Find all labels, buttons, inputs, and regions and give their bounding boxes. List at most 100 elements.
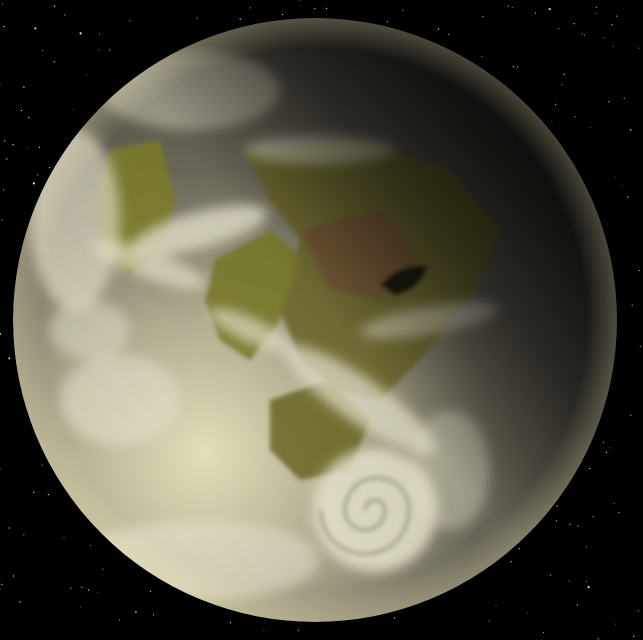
star [3, 189, 5, 191]
star [558, 27, 560, 29]
star [614, 623, 617, 625]
star [573, 23, 575, 25]
star [64, 14, 66, 16]
star [8, 527, 10, 529]
star [19, 600, 22, 603]
star [583, 34, 586, 36]
star [630, 414, 632, 416]
star [637, 610, 639, 612]
star [150, 590, 152, 593]
star [22, 85, 25, 89]
star [577, 525, 579, 527]
star [326, 7, 328, 9]
star [54, 5, 56, 7]
star [563, 73, 565, 75]
star [633, 635, 635, 637]
star [555, 520, 558, 522]
star [481, 55, 483, 57]
star [1, 219, 3, 221]
star [556, 505, 558, 507]
star [488, 620, 490, 622]
star [549, 574, 552, 576]
star [152, 614, 155, 616]
star [1, 583, 3, 585]
star [72, 109, 74, 111]
star [608, 447, 610, 449]
star [97, 591, 99, 593]
star [568, 580, 570, 582]
star [495, 604, 497, 606]
star [98, 33, 101, 35]
star [33, 491, 35, 493]
star [47, 494, 50, 496]
star [42, 50, 44, 52]
star [281, 13, 284, 16]
star [20, 109, 22, 112]
star [239, 17, 242, 21]
star [88, 589, 90, 591]
star [613, 503, 615, 505]
star [569, 523, 571, 525]
star [554, 103, 557, 105]
star [32, 182, 36, 185]
star [37, 174, 39, 176]
star [229, 622, 232, 624]
star [510, 561, 512, 563]
star [516, 66, 519, 68]
star [602, 441, 604, 443]
star [576, 604, 578, 606]
star [631, 304, 633, 306]
star [589, 127, 592, 129]
star [605, 451, 608, 453]
star [386, 21, 388, 23]
star [28, 117, 30, 119]
star [511, 6, 513, 8]
star [89, 544, 92, 546]
star [393, 617, 395, 619]
star [79, 32, 82, 35]
star [53, 61, 55, 63]
star [79, 606, 82, 608]
star [585, 580, 588, 582]
star [4, 140, 6, 142]
star [23, 534, 25, 536]
star [98, 49, 100, 51]
star [297, 629, 299, 632]
star [402, 9, 404, 11]
star [595, 12, 597, 14]
star [614, 176, 616, 178]
star [263, 630, 265, 632]
star [507, 5, 509, 7]
star [81, 586, 83, 588]
star [574, 116, 576, 118]
star [109, 49, 111, 51]
star [196, 17, 198, 19]
star [612, 45, 614, 48]
star [587, 586, 590, 589]
star [5, 157, 8, 160]
star [70, 587, 72, 589]
star [618, 511, 620, 514]
star [0, 83, 2, 85]
star [8, 357, 11, 360]
planet [13, 18, 617, 622]
atmosphere-rim [13, 18, 617, 622]
star [134, 611, 137, 614]
star [86, 74, 88, 76]
star [299, 0, 301, 2]
star [548, 8, 551, 11]
star [527, 612, 529, 614]
star [38, 146, 40, 148]
star [638, 269, 640, 272]
star [512, 66, 515, 68]
star [448, 33, 450, 36]
star [639, 345, 641, 347]
star [585, 546, 588, 548]
star [604, 37, 606, 39]
star [608, 101, 610, 103]
star [314, 8, 316, 10]
star [597, 638, 599, 640]
star [518, 548, 520, 550]
